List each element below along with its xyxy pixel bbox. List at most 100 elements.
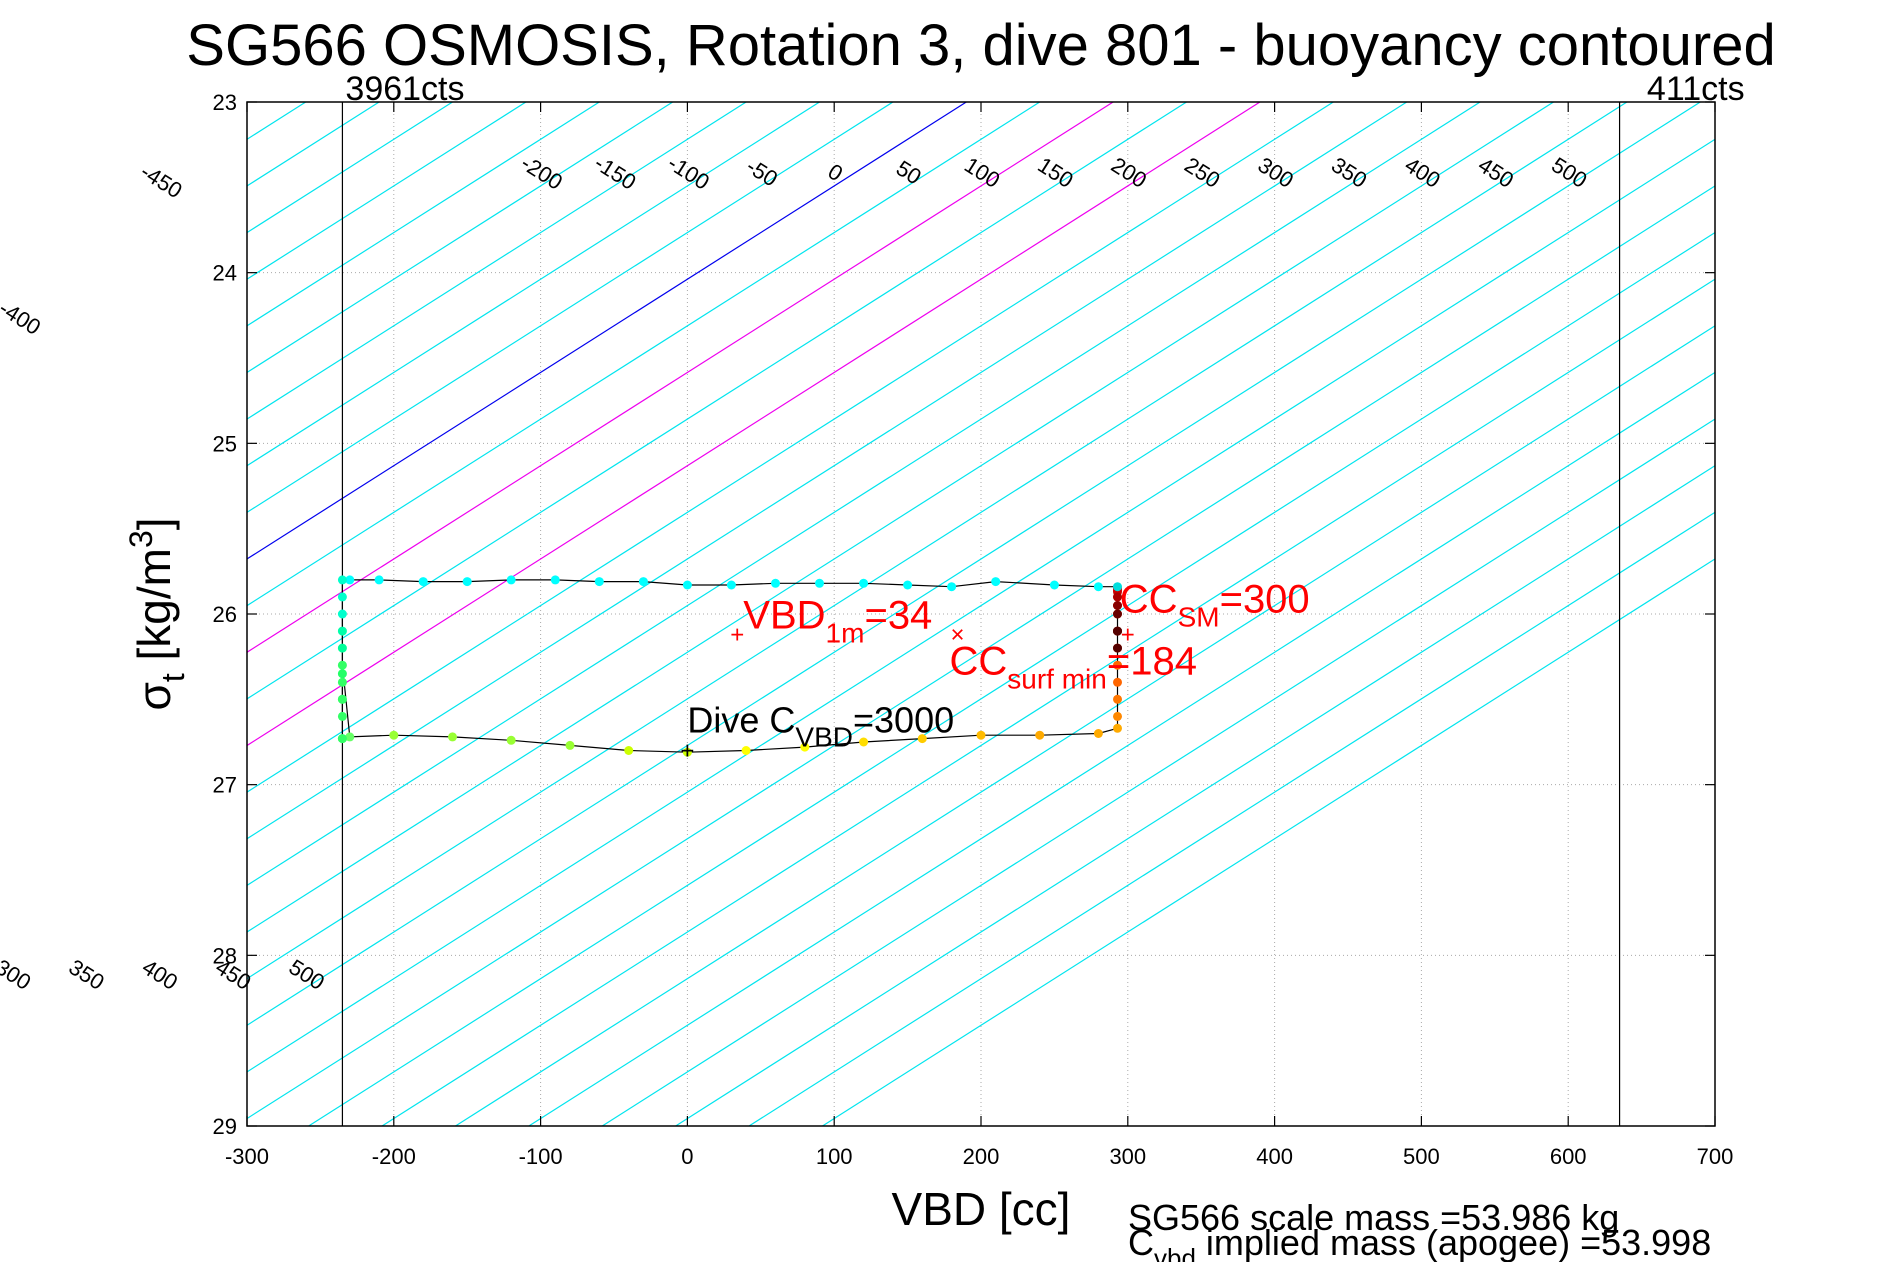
- footnote-c-sub: vbd: [1154, 1243, 1196, 1262]
- contour-line: [247, 102, 1554, 933]
- contour-line: [601, 418, 1715, 1126]
- contour-label: -100: [663, 150, 714, 195]
- y-tick-label: 25: [213, 431, 237, 456]
- contour-line: [247, 102, 1701, 1026]
- dive-point: [726, 580, 736, 590]
- x-axis-ticks: -300 -200 -100 0 100 200 300 400 500 600 700: [225, 102, 1733, 1169]
- contour-label: 450: [1474, 152, 1518, 193]
- x-tick-label: 100: [816, 1144, 853, 1169]
- y-axis-ticks: 23 24 25 26 27 28 29: [213, 90, 1715, 1139]
- footnote-scale-mass: SG566 scale mass =53.986 kg: [1128, 1197, 1619, 1238]
- x-tick-label: 700: [1697, 1144, 1734, 1169]
- dive-point: [815, 578, 824, 588]
- marker-symbol: +: [680, 738, 694, 765]
- contour-line: [822, 558, 1715, 1126]
- dive-point: [337, 669, 347, 679]
- dive-point: [462, 577, 472, 587]
- contour-label: 250: [1180, 152, 1224, 193]
- dive-point: [337, 643, 347, 653]
- marker-label: Dive CVBD=3000: [687, 700, 954, 753]
- y-label-sub: t: [155, 673, 191, 682]
- y-label-sup: 3: [123, 530, 159, 548]
- contour-line: [247, 102, 600, 327]
- y-tick-label: 26: [213, 602, 237, 627]
- contour-label: -400: [0, 295, 45, 340]
- dive-point: [1113, 660, 1122, 670]
- x-tick-label: 300: [1109, 1144, 1146, 1169]
- dive-point: [991, 577, 1001, 587]
- dive-point: [1035, 730, 1045, 740]
- x-tick-label: 200: [963, 1144, 1000, 1169]
- contour-label: 200: [1107, 152, 1151, 193]
- dive-point: [506, 735, 516, 745]
- contour-line: [381, 278, 1715, 1126]
- contour-line: [247, 102, 1041, 607]
- dive-point: [947, 582, 957, 592]
- contour-line: [528, 371, 1715, 1126]
- contour-label: 500: [285, 954, 329, 995]
- dive-point: [682, 747, 692, 757]
- contour-label: -150: [590, 150, 641, 195]
- x-tick-label: -200: [372, 1144, 416, 1169]
- dive-point: [448, 732, 457, 742]
- dive-point: [800, 742, 810, 752]
- dive-point: [1113, 723, 1122, 733]
- contour-line: [247, 102, 527, 280]
- dive-point: [389, 730, 399, 740]
- x-tick-label: 600: [1550, 1144, 1587, 1169]
- x-tick-label: 400: [1256, 1144, 1293, 1169]
- marker-label: CCSM=300: [1120, 577, 1310, 632]
- contour-label: 350: [1327, 152, 1371, 193]
- contour-line: [247, 102, 1408, 840]
- dive-point: [565, 740, 575, 750]
- dive-point: [337, 626, 347, 636]
- contour-line: [247, 102, 1187, 700]
- marker-symbol: +: [730, 621, 744, 648]
- dive-point: [337, 592, 347, 602]
- dive-point: [337, 609, 347, 619]
- dive-point: [506, 575, 516, 585]
- marker-label-value: =300: [1220, 577, 1310, 621]
- dive-point: [550, 575, 560, 585]
- dive-point: [976, 730, 986, 740]
- footnote-c: C: [1128, 1222, 1154, 1262]
- dive-point: [418, 577, 428, 587]
- marker-label-main: VBD: [743, 593, 825, 637]
- dive-point: [859, 578, 869, 588]
- contour-line: [247, 102, 747, 420]
- dive-point: [337, 694, 347, 704]
- y-label-units: [kg/m: [128, 548, 180, 673]
- dive-point: [638, 577, 648, 587]
- y-tick-label: 29: [213, 1114, 237, 1139]
- dive-point: [682, 580, 692, 590]
- x-axis-label: VBD [cc]: [892, 1183, 1071, 1235]
- dive-point: [337, 734, 347, 744]
- dive-point: [917, 734, 927, 744]
- contour-label: 0: [824, 159, 848, 187]
- contour-line: [247, 102, 1114, 653]
- marker-label-main: Dive C: [687, 700, 795, 741]
- x-tick-label: -300: [225, 1144, 269, 1169]
- dive-point: [903, 580, 913, 590]
- marker-label-sub: surf min: [1007, 663, 1107, 694]
- contour-label: -200: [517, 150, 568, 195]
- y-label-sigma: σ: [128, 682, 180, 710]
- dive-point: [1113, 643, 1122, 653]
- contour-line: [247, 185, 1715, 1120]
- contour-label: 350: [64, 954, 108, 995]
- marker-label-value: =3000: [853, 700, 954, 741]
- dive-point: [1049, 580, 1059, 590]
- marker-label-value: =34: [864, 593, 932, 637]
- contour-line: [247, 102, 1628, 980]
- contour-line: [247, 102, 674, 374]
- dive-point: [594, 577, 604, 587]
- dive-series: [337, 575, 1122, 757]
- dive-point: [1093, 582, 1103, 592]
- contour-label: 400: [138, 954, 182, 995]
- contour-line: [247, 102, 1481, 887]
- marker-label-main: CC: [950, 639, 1008, 683]
- dive-point: [345, 575, 355, 585]
- marker-label-sub: SM: [1178, 601, 1220, 632]
- contour-label: -50: [742, 153, 782, 191]
